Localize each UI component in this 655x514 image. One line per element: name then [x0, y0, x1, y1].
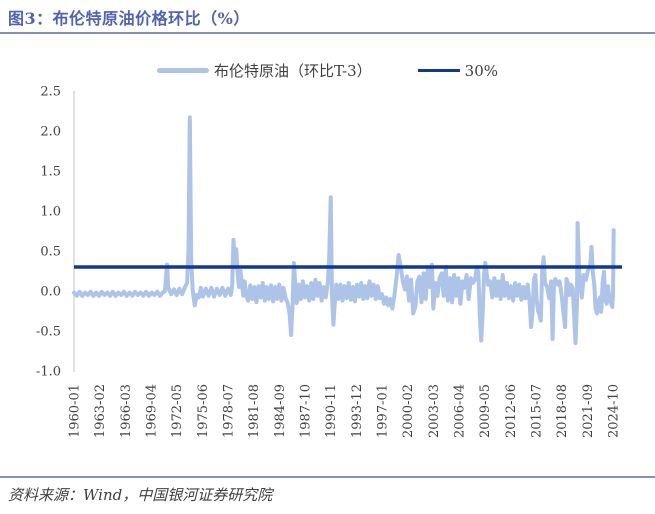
x-tick-label: 2018-08 [555, 384, 570, 438]
x-tick-label: 2024-10 [607, 384, 622, 438]
threshold-line-label: 30% [464, 61, 499, 80]
chart-legend: 布伦特原油（环比T-3） 30% [0, 60, 655, 81]
x-tick-label: 1997-01 [376, 384, 391, 438]
y-tick-label: 1.5 [40, 165, 61, 180]
x-tick-label: 1984-09 [273, 384, 288, 438]
x-tick-label: 1993-12 [350, 384, 365, 438]
x-tick-label: 2015-07 [530, 384, 545, 438]
x-tick-label: 1981-08 [247, 384, 262, 438]
y-tick-label: 2.0 [40, 125, 61, 140]
x-tick-label: 1990-11 [324, 384, 339, 438]
threshold-line-swatch [417, 69, 460, 72]
source-note: 资料来源：Wind，中国银河证券研究院 [8, 486, 273, 504]
y-tick-label: -1.0 [36, 365, 61, 380]
x-tick-label: 2003-03 [427, 384, 442, 438]
title-divider [0, 32, 655, 34]
brent-series-swatch [156, 68, 209, 73]
x-tick-label: 2006-04 [453, 384, 468, 438]
y-tick-label: 2.5 [40, 85, 61, 100]
y-tick-label: 0.5 [40, 245, 61, 260]
x-tick-label: 2000-02 [401, 384, 416, 438]
x-tick-label: 1966-03 [119, 384, 134, 438]
brent-series-line [72, 115, 616, 345]
x-tick-label: 1969-04 [145, 384, 160, 438]
legend-item-brent: 布伦特原油（环比T-3） [156, 60, 372, 81]
brent-series-label: 布伦特原油（环比T-3） [213, 62, 372, 80]
x-tick-label: 1987-10 [299, 384, 314, 438]
x-tick-label: 1975-06 [196, 384, 211, 438]
figure-title: 图3：布伦特原油价格环比（%） [8, 9, 250, 28]
x-tick-label: 1978-07 [222, 384, 237, 438]
x-tick-label: 1972-05 [170, 384, 185, 438]
y-tick-label: 1.0 [40, 205, 61, 220]
y-tick-label: -0.5 [36, 325, 61, 340]
x-tick-label: 1960-01 [68, 384, 83, 438]
legend-item-threshold: 30% [417, 61, 499, 80]
x-tick-label: 2012-06 [504, 384, 519, 438]
x-tick-label: 1963-02 [93, 384, 108, 438]
x-tick-label: 2021-09 [581, 384, 596, 438]
y-tick-label: 0.0 [40, 285, 61, 300]
x-tick-label: 2009-05 [478, 384, 493, 438]
footer-divider [0, 476, 655, 478]
